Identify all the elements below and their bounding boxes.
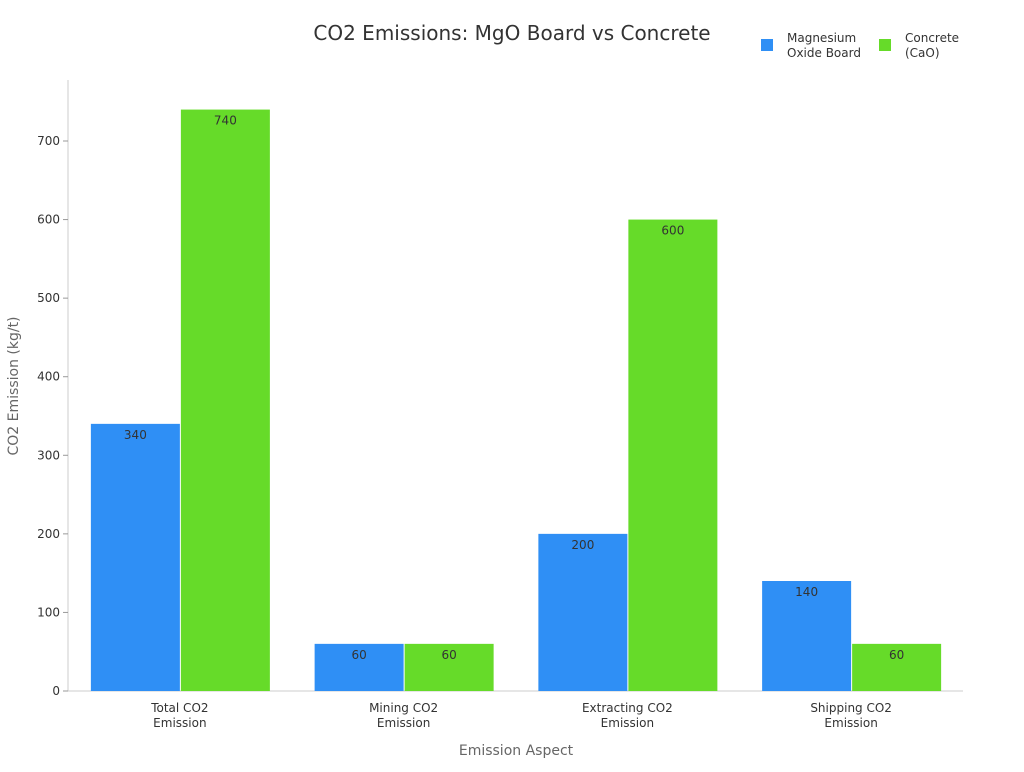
data-label: 60 xyxy=(351,648,366,662)
y-tick-label: 0 xyxy=(52,684,60,698)
bar xyxy=(314,643,404,691)
data-label: 340 xyxy=(124,428,147,442)
y-tick-label: 300 xyxy=(37,448,60,462)
bar xyxy=(180,109,270,692)
x-tick-label: Extracting CO2 Emission xyxy=(582,701,673,730)
data-label: 740 xyxy=(214,114,237,128)
x-tick-label: Mining CO2 Emission xyxy=(369,701,438,730)
bar xyxy=(404,643,494,691)
data-label: 200 xyxy=(571,538,594,552)
x-axis-label: Emission Aspect xyxy=(459,743,574,759)
bar xyxy=(90,423,180,691)
legend-label: Magnesium Oxide Board xyxy=(787,31,861,60)
data-label: 60 xyxy=(441,648,456,662)
y-tick-label: 600 xyxy=(37,213,60,227)
y-axis-label: CO2 Emission (kg/t) xyxy=(6,316,22,455)
legend-label: Concrete (CaO) xyxy=(905,31,959,60)
x-tick-label: Shipping CO2 Emission xyxy=(810,701,892,730)
y-tick-label: 100 xyxy=(37,605,60,619)
data-label: 60 xyxy=(889,648,904,662)
legend-swatch xyxy=(761,39,773,51)
bar xyxy=(852,643,942,691)
legend: Magnesium Oxide Board Concrete (CaO) xyxy=(761,31,959,60)
x-tick-label: Total CO2 Emission xyxy=(150,701,208,730)
y-tick-label: 400 xyxy=(37,370,60,384)
legend-swatch xyxy=(879,39,891,51)
y-tick-label: 500 xyxy=(37,291,60,305)
bar xyxy=(762,581,852,691)
bar xyxy=(628,219,718,692)
y-tick-label: 200 xyxy=(37,527,60,541)
y-tick-label: 700 xyxy=(37,134,60,148)
data-label: 140 xyxy=(795,585,818,599)
bar xyxy=(538,533,628,691)
data-label: 600 xyxy=(661,224,684,238)
chart-title: CO2 Emissions: MgO Board vs Concrete xyxy=(313,21,710,45)
